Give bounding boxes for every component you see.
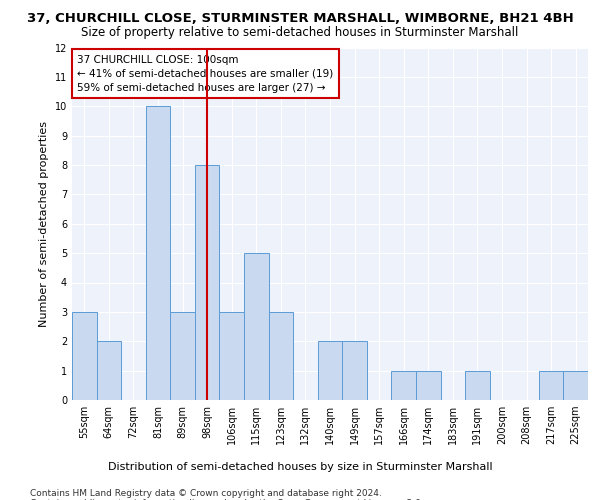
Bar: [97, 342, 121, 400]
Bar: [220, 312, 244, 400]
Bar: [539, 370, 563, 400]
Bar: [170, 312, 195, 400]
Bar: [465, 370, 490, 400]
Y-axis label: Number of semi-detached properties: Number of semi-detached properties: [39, 120, 49, 327]
Bar: [146, 106, 170, 400]
Text: Contains HM Land Registry data © Crown copyright and database right 2024.
Contai: Contains HM Land Registry data © Crown c…: [30, 489, 424, 500]
Bar: [318, 342, 342, 400]
Text: Distribution of semi-detached houses by size in Sturminster Marshall: Distribution of semi-detached houses by …: [107, 462, 493, 472]
Bar: [416, 370, 440, 400]
Bar: [244, 253, 269, 400]
Bar: [269, 312, 293, 400]
Bar: [342, 342, 367, 400]
Bar: [563, 370, 588, 400]
Bar: [72, 312, 97, 400]
Bar: [195, 165, 220, 400]
Bar: [391, 370, 416, 400]
Text: 37, CHURCHILL CLOSE, STURMINSTER MARSHALL, WIMBORNE, BH21 4BH: 37, CHURCHILL CLOSE, STURMINSTER MARSHAL…: [26, 12, 574, 26]
Text: 37 CHURCHILL CLOSE: 100sqm
← 41% of semi-detached houses are smaller (19)
59% of: 37 CHURCHILL CLOSE: 100sqm ← 41% of semi…: [77, 54, 334, 92]
Text: Size of property relative to semi-detached houses in Sturminster Marshall: Size of property relative to semi-detach…: [82, 26, 518, 39]
